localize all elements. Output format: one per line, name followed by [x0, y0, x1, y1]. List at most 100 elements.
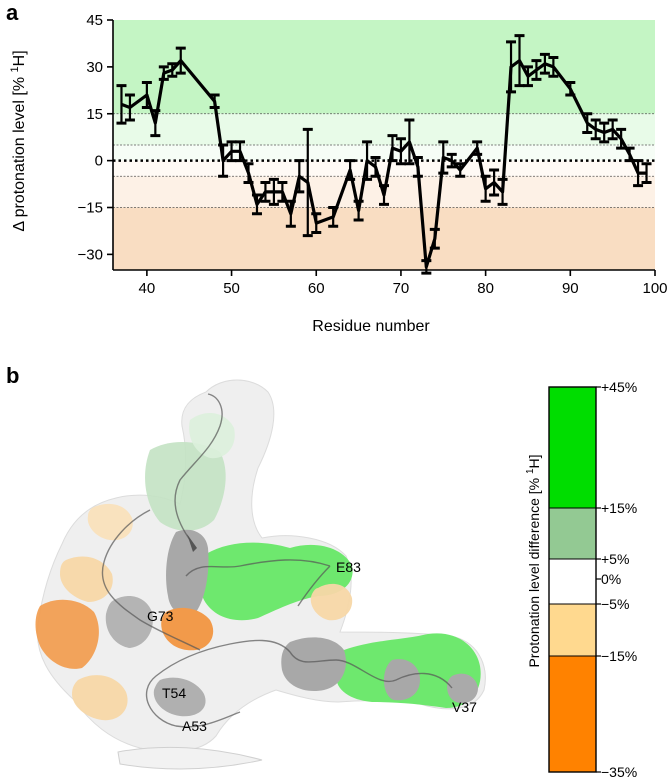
y-tick-label: 15 [86, 106, 103, 123]
error-bar [235, 140, 246, 163]
error-bar [633, 159, 644, 188]
error-bar [607, 118, 618, 141]
surface-negative-weak-bottom [72, 675, 128, 721]
surface-negative-strong-left [35, 599, 99, 669]
error-bar [480, 174, 491, 203]
surface-unassigned-1 [166, 529, 209, 616]
data-series [116, 34, 652, 275]
y-tick-label: −30 [78, 246, 103, 263]
error-bar [370, 156, 381, 178]
colorbar-tick-label: −5% [601, 596, 629, 612]
error-bar [226, 140, 237, 163]
x-tick-label: 60 [308, 280, 325, 297]
error-bar [387, 134, 398, 163]
surface-unassigned-3 [383, 659, 420, 701]
error-bar [438, 140, 449, 175]
error-bar [472, 140, 483, 156]
error-bar [522, 65, 533, 88]
error-bar [514, 34, 525, 88]
x-tick-label: 90 [562, 280, 579, 297]
band-0 [113, 20, 655, 114]
panel-a-letter: a [6, 0, 19, 25]
error-bar [539, 52, 550, 75]
colorbar-tick-label: 0% [601, 571, 621, 587]
error-bar [158, 65, 169, 81]
error-bar [285, 199, 296, 228]
error-bar [167, 62, 178, 78]
error-bar [531, 59, 542, 81]
error-bar [641, 162, 652, 184]
error-bar [141, 81, 152, 109]
error-bar [599, 121, 610, 144]
residue-label-a53: A53 [182, 718, 207, 734]
error-bar [353, 199, 364, 222]
x-tick-label: 80 [477, 280, 494, 297]
error-bar [455, 162, 466, 178]
y-tick-label: −15 [78, 200, 103, 217]
y-axis-label: Δ protonation level [% 1H] [9, 50, 28, 231]
colorbar: +45% +15% +5% 0% −5% −15% −35% [548, 379, 637, 780]
error-bar [395, 137, 406, 166]
arrow-glyph [187, 534, 197, 552]
y-tick-label: 30 [86, 59, 103, 76]
x-tick-label: 70 [393, 280, 410, 297]
band-2 [113, 145, 655, 161]
error-bar [328, 206, 339, 228]
colorbar-segment [548, 603, 597, 657]
error-bar [412, 156, 423, 178]
colorbar-title: Protonation level difference [% 1H] [525, 454, 542, 667]
y-tick-label: 0 [95, 153, 103, 170]
error-bar [590, 118, 601, 141]
colorbar-title-main: Protonation level difference [% [526, 474, 542, 668]
axes: 45 30 15 0 −15 −30 40 50 60 70 80 90 100 [78, 12, 668, 297]
error-bar [294, 159, 305, 194]
error-bar [429, 227, 440, 250]
x-axis-label: Residue number [312, 318, 430, 335]
colorbar-tick-label: +15% [601, 500, 637, 516]
error-bar [268, 177, 279, 206]
error-bar [218, 143, 229, 178]
y-tick-label: 45 [86, 12, 103, 29]
error-bar [124, 93, 135, 122]
colorbar-tick-label: −35% [601, 764, 637, 780]
error-bar [251, 193, 262, 216]
surface-negative-weak-left [60, 556, 113, 602]
surface-negative-weak-e83 [310, 583, 353, 621]
error-bar [379, 184, 389, 206]
colorbar-tick-label: −15% [601, 648, 637, 664]
surface-unassigned-5 [153, 677, 206, 717]
error-bar [362, 140, 373, 181]
surface-negative-strong-g73 [161, 607, 214, 651]
error-bar [548, 56, 559, 78]
series-line [120, 58, 647, 269]
backbone-ribbon [101, 393, 453, 728]
error-bar [446, 152, 457, 169]
colorbar-segment [548, 507, 597, 560]
error-bar [421, 259, 432, 275]
error-bar [243, 162, 254, 184]
error-bar [311, 212, 322, 234]
error-bar [175, 46, 186, 75]
colorbar-title-sup: 1 [525, 468, 536, 474]
error-bar [582, 112, 593, 134]
residue-label-v37: V37 [452, 699, 477, 715]
secondary-ribbon [117, 746, 263, 770]
error-bar [616, 127, 627, 150]
error-bar [345, 159, 356, 181]
error-bar [404, 118, 415, 166]
error-bar [489, 168, 500, 197]
band-3 [113, 160, 655, 177]
band-1 [113, 113, 655, 145]
surface-positive-weak-top [189, 413, 235, 459]
error-bar [150, 109, 161, 138]
residue-label-g73: G73 [147, 608, 174, 624]
colorbar-segment [548, 655, 597, 773]
error-bar [209, 93, 220, 109]
surface-unassigned-2 [281, 637, 346, 692]
error-bar [624, 146, 635, 163]
y-axis-label-tail: H] [11, 50, 28, 66]
panel-b-letter: b [6, 363, 19, 388]
error-bar [116, 84, 127, 125]
x-tick-label: 40 [139, 280, 156, 297]
error-bar [302, 127, 313, 238]
